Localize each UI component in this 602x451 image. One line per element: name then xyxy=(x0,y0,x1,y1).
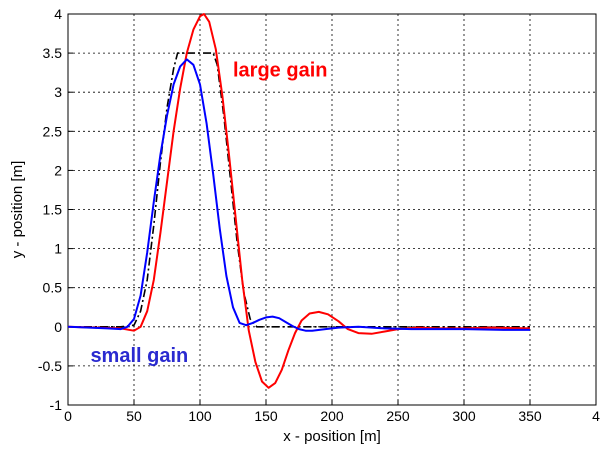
x-tick-label: 300 xyxy=(452,408,476,424)
x-tick-label: 0 xyxy=(64,408,72,424)
x-tick-label: 4 xyxy=(592,408,600,424)
y-tick-label: -0.5 xyxy=(38,358,62,374)
y-axis-label: y - position [m] xyxy=(9,161,26,259)
series-group xyxy=(67,13,531,389)
y-tick-label: 1.5 xyxy=(43,202,63,218)
y-tick-label: 1 xyxy=(54,241,62,257)
small-gain-line xyxy=(67,58,530,332)
y-tick-label: 2 xyxy=(54,162,62,178)
annotation-small-gain: small gain xyxy=(90,345,188,367)
x-tick-label: 50 xyxy=(126,408,142,424)
grid xyxy=(67,13,597,406)
x-tick-label: 200 xyxy=(320,408,344,424)
large-gain-line xyxy=(67,13,531,389)
y-tick-label: 3 xyxy=(54,84,62,100)
y-tick-label: 4 xyxy=(54,6,62,22)
annotation-large-gain: large gain xyxy=(233,60,327,82)
y-tick-label: 2.5 xyxy=(43,123,63,139)
x-axis-label: x - position [m] xyxy=(283,428,381,445)
x-tick-label: 250 xyxy=(386,408,410,424)
y-tick-label: 0.5 xyxy=(43,280,63,296)
plot-frame xyxy=(67,13,597,406)
y-tick-label: 0 xyxy=(54,319,62,335)
y-tick-labels: -1 -0.5 0 0.5 1 1.5 2 2.5 3 3.5 4 xyxy=(38,6,62,413)
x-tick-label: 350 xyxy=(518,408,542,424)
x-tick-labels: 0 50 100 150 200 250 300 350 4 xyxy=(64,408,600,424)
reference-path-line xyxy=(68,52,530,328)
x-tick-label: 100 xyxy=(188,408,212,424)
y-tick-label: 3.5 xyxy=(43,45,63,61)
y-tick-label: -1 xyxy=(50,397,63,413)
x-tick-label: 150 xyxy=(254,408,278,424)
